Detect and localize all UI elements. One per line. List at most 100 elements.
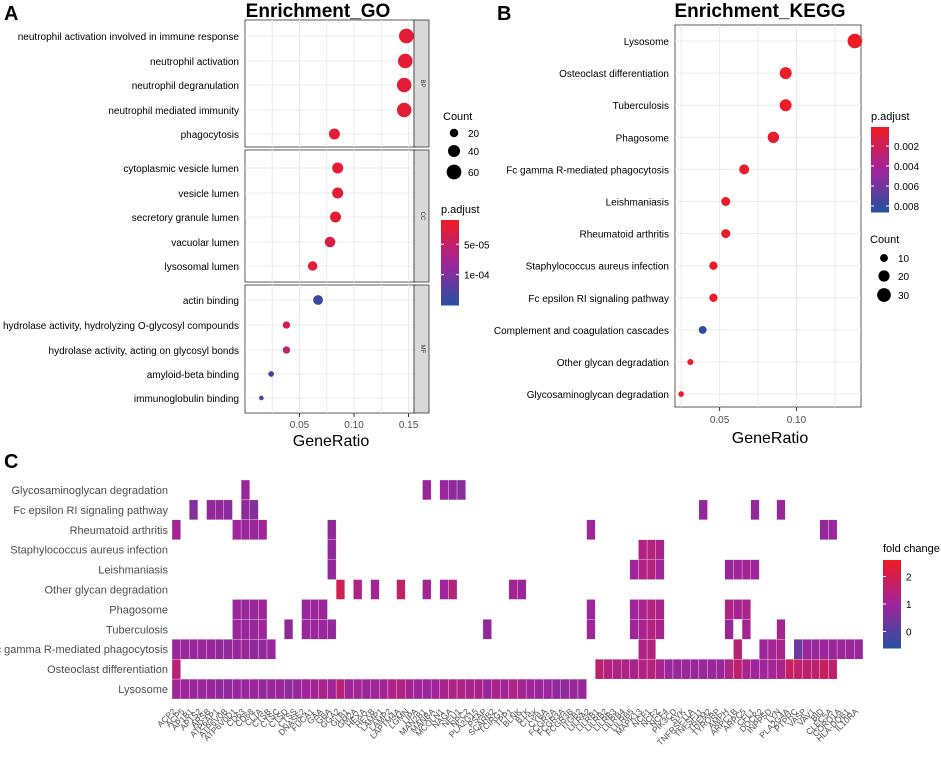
heatmap-cell	[638, 659, 648, 680]
go-dot	[313, 295, 323, 305]
kegg-dot	[698, 325, 707, 334]
heatmap-cell	[474, 678, 484, 700]
go-term-label: actin binding	[183, 296, 239, 307]
heatmap-cell	[586, 619, 596, 640]
kegg-size-legend-dot	[880, 254, 888, 262]
heatmap-cell	[240, 599, 250, 620]
heatmap-row-label: Leishmaniasis	[98, 565, 168, 577]
go-facet-strip-label: CC	[419, 212, 425, 221]
heatmap-cell	[456, 479, 466, 501]
heatmap-cell	[189, 499, 199, 520]
heatmap-cell	[517, 678, 527, 700]
heatmap-legend-segment	[883, 634, 901, 638]
go-color-legend-segment	[441, 292, 459, 295]
kegg-color-legend-label: 0.002	[894, 142, 919, 153]
heatmap-cell	[301, 619, 311, 640]
go-dot	[259, 395, 264, 401]
heatmap-cell	[171, 639, 181, 660]
heatmap-cell	[318, 599, 328, 620]
kegg-term-label: Leishmaniasis	[606, 198, 669, 209]
heatmap-cell	[171, 678, 181, 700]
heatmap-cell	[724, 619, 734, 640]
heatmap-cell	[698, 659, 708, 680]
heatmap-legend-segment	[883, 571, 901, 574]
heatmap-cell	[448, 479, 458, 501]
go-color-legend-segment	[441, 234, 459, 238]
go-term-label: vacuolar lumen	[171, 238, 239, 249]
go-facet-panel	[244, 149, 415, 283]
heatmap-cell	[189, 639, 199, 660]
heatmap-cell	[318, 678, 328, 700]
heatmap-cell	[785, 659, 795, 680]
heatmap-legend-segment	[883, 573, 901, 576]
go-facet-panel	[244, 284, 415, 414]
kegg-dot	[767, 131, 780, 144]
go-term-label: hydrolase activity, hydrolyzing O-glycos…	[3, 321, 239, 332]
heatmap-cell	[310, 599, 319, 620]
heatmap-cell	[189, 678, 199, 700]
heatmap-cell	[370, 579, 380, 600]
heatmap-cell	[655, 559, 665, 580]
go-color-legend-segment	[441, 300, 459, 304]
go-term-label: neutrophil mediated immunity	[108, 106, 239, 117]
kegg-color-legend-segment	[871, 197, 889, 200]
heatmap-cell	[258, 519, 268, 540]
heatmap-cell	[638, 639, 648, 660]
heatmap-cell	[301, 599, 311, 620]
heatmap-cell	[655, 599, 665, 620]
heatmap-legend-segment	[883, 566, 901, 570]
heatmap-cell	[828, 639, 838, 660]
go-x-tick-label: 0.15	[399, 420, 419, 431]
go-color-legend-segment	[441, 254, 459, 257]
heatmap-cell	[327, 519, 337, 540]
heatmap-cell	[776, 639, 786, 660]
heatmap-cell	[767, 659, 777, 680]
go-size-legend-dot	[447, 144, 461, 158]
heatmap-row-label: Glycosaminoglycan degradation	[11, 485, 168, 497]
heatmap-legend-segment	[883, 588, 901, 592]
kegg-size-legend-title: Count	[870, 234, 899, 246]
heatmap-cell	[292, 678, 302, 700]
kegg-size-legend-label: 10	[898, 254, 910, 265]
heatmap-cell	[240, 519, 250, 540]
heatmap-cell	[828, 659, 838, 680]
go-term-label: neutrophil degranulation	[132, 81, 239, 92]
kegg-color-legend-segment	[871, 205, 889, 209]
kegg-size-legend-label: 20	[898, 272, 910, 283]
heatmap-row-label: Phagosome	[109, 604, 168, 616]
heatmap-cell	[232, 678, 242, 700]
heatmap-cell	[629, 559, 639, 580]
heatmap-cell	[301, 678, 311, 700]
heatmap-cell	[793, 639, 803, 660]
go-color-legend-segment	[441, 232, 459, 236]
heatmap-cell	[741, 599, 751, 620]
heatmap-cell	[197, 678, 207, 700]
go-x-axis-title: GeneRatio	[293, 433, 370, 450]
heatmap-legend-segment	[883, 606, 901, 609]
go-dot	[332, 162, 344, 174]
go-term-label: neutrophil activation involved in immune…	[18, 32, 240, 43]
heatmap-legend-segment	[883, 562, 901, 565]
heatmap-cell	[240, 639, 250, 660]
go-x-tick-label: 0.05	[290, 420, 310, 431]
heatmap-cell	[439, 678, 449, 700]
go-color-legend-segment	[441, 283, 459, 287]
heatmap-cell	[586, 519, 596, 540]
heatmap-row-label: Staphylococcus aureus infection	[10, 545, 168, 557]
kegg-dot	[739, 164, 750, 175]
go-color-legend-segment	[441, 285, 459, 289]
heatmap-cell	[258, 619, 268, 640]
go-color-legend-segment	[441, 249, 459, 253]
heatmap-cell	[802, 639, 812, 660]
heatmap-legend-label: 1	[906, 600, 912, 611]
kegg-size-legend-label: 30	[898, 291, 910, 302]
heatmap-cell	[672, 659, 682, 680]
heatmap-cell	[612, 659, 622, 680]
heatmap-cell	[733, 599, 743, 620]
go-color-legend-segment	[441, 243, 459, 246]
heatmap-cell	[767, 639, 777, 660]
heatmap-cell	[327, 559, 337, 580]
go-dot	[282, 321, 291, 329]
heatmap-cell	[180, 678, 190, 700]
